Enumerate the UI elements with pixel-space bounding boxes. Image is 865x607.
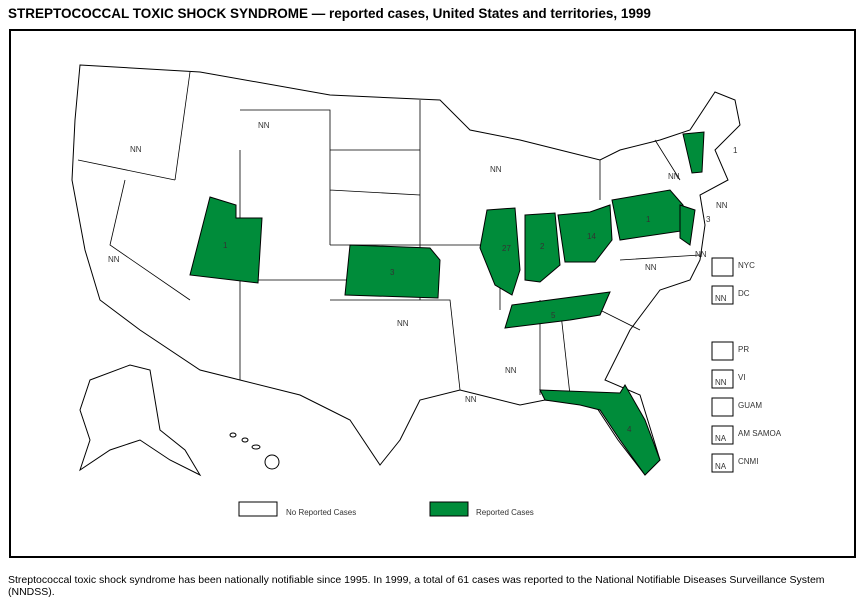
territory-value: NA	[715, 462, 727, 471]
footnote: Streptococcal toxic shock syndrome has b…	[8, 574, 825, 598]
state-utah	[189, 196, 263, 284]
state-label-virginia: NN	[645, 263, 657, 272]
state-alaska	[79, 364, 202, 477]
territory-name: PR	[738, 345, 749, 354]
territory-box-dc	[711, 285, 734, 305]
state-label-connecticut: NN	[716, 201, 728, 210]
territory-name: GUAM	[738, 401, 762, 410]
state-label-maryland: NN	[695, 250, 707, 259]
territory-box-nyc	[711, 257, 734, 277]
map-frame	[9, 29, 856, 558]
state-florida	[539, 384, 661, 476]
state-ohio	[557, 204, 613, 263]
territory-box-am-samoa	[711, 425, 734, 445]
legend-swatch-none	[238, 501, 278, 517]
territory-box-guam	[711, 397, 734, 417]
territory-name: AM SAMOA	[738, 429, 782, 438]
state-hawaii	[229, 432, 280, 470]
state-label-california: NN	[108, 255, 120, 264]
state-label-kansas: 3	[390, 268, 395, 277]
territory-name: DC	[738, 289, 750, 298]
state-new-jersey	[679, 204, 696, 246]
territory-box-pr	[711, 341, 734, 361]
state-label-montana: NN	[258, 121, 270, 130]
state-label-new-york: NN	[668, 172, 680, 181]
territory-value: NN	[715, 378, 727, 387]
territory-name: VI	[738, 373, 746, 382]
state-illinois	[479, 207, 521, 296]
territory-name: NYC	[738, 261, 755, 270]
legend-label-reported: Reported Cases	[476, 508, 534, 517]
territory-box-cnmi	[711, 453, 734, 473]
state-label-oklahoma: NN	[397, 319, 409, 328]
legend-label-none: No Reported Cases	[286, 508, 356, 517]
state-kansas	[344, 244, 441, 299]
territory-box-vi	[711, 369, 734, 389]
state-tennessee	[504, 291, 611, 329]
state-label-illinois: 27	[502, 244, 511, 253]
state-label-new-jersey: 3	[706, 215, 711, 224]
legend-swatch-reported	[429, 501, 469, 517]
territory-value: NN	[715, 294, 727, 303]
territory-value: NA	[715, 434, 727, 443]
state-label-florida: 4	[627, 425, 632, 434]
state-label-vermont: 1	[733, 146, 738, 155]
state-label-pennsylvania: 1	[646, 215, 651, 224]
state-label-utah: 1	[223, 241, 228, 250]
state-label-ohio: 14	[587, 232, 596, 241]
state-label-indiana: 2	[540, 242, 545, 251]
state-indiana	[524, 212, 561, 283]
state-vermont	[682, 131, 705, 174]
state-label-oregon: NN	[130, 145, 142, 154]
state-label-louisiana: NN	[465, 395, 477, 404]
state-label-mississippi: NN	[505, 366, 517, 375]
map-title: STREPTOCOCCAL TOXIC SHOCK SYNDROME — rep…	[8, 6, 651, 21]
state-label-wisconsin: NN	[490, 165, 502, 174]
state-label-tennessee: 5	[551, 311, 556, 320]
territory-name: CNMI	[738, 457, 758, 466]
